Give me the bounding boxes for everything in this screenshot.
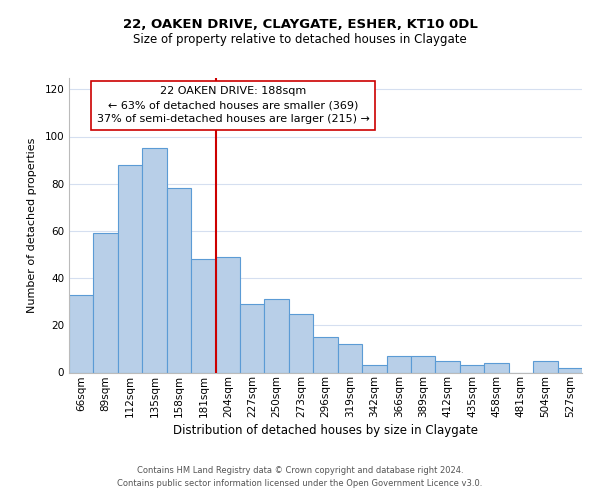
Bar	[362, 366, 386, 372]
Bar	[436, 360, 460, 372]
Bar	[338, 344, 362, 372]
Bar	[289, 314, 313, 372]
Bar	[118, 165, 142, 372]
Bar	[240, 304, 265, 372]
Bar	[167, 188, 191, 372]
Text: Size of property relative to detached houses in Claygate: Size of property relative to detached ho…	[133, 32, 467, 46]
Text: Contains HM Land Registry data © Crown copyright and database right 2024.
Contai: Contains HM Land Registry data © Crown c…	[118, 466, 482, 487]
Text: 22 OAKEN DRIVE: 188sqm
← 63% of detached houses are smaller (369)
37% of semi-de: 22 OAKEN DRIVE: 188sqm ← 63% of detached…	[97, 86, 370, 124]
Bar	[142, 148, 167, 372]
Bar	[191, 259, 215, 372]
Bar	[460, 366, 484, 372]
Text: 22, OAKEN DRIVE, CLAYGATE, ESHER, KT10 0DL: 22, OAKEN DRIVE, CLAYGATE, ESHER, KT10 0…	[122, 18, 478, 30]
Bar	[484, 363, 509, 372]
Bar	[557, 368, 582, 372]
Y-axis label: Number of detached properties: Number of detached properties	[28, 138, 37, 312]
Bar	[215, 257, 240, 372]
Bar	[386, 356, 411, 372]
X-axis label: Distribution of detached houses by size in Claygate: Distribution of detached houses by size …	[173, 424, 478, 438]
Bar	[94, 234, 118, 372]
Bar	[313, 337, 338, 372]
Bar	[265, 300, 289, 372]
Bar	[69, 294, 94, 372]
Bar	[533, 360, 557, 372]
Bar	[411, 356, 436, 372]
